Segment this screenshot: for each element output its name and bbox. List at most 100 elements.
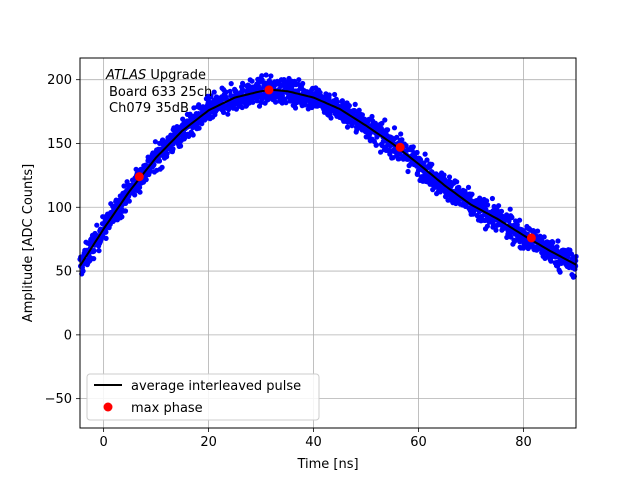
sample-point — [508, 234, 514, 240]
sample-point — [385, 127, 391, 133]
sample-point — [273, 99, 279, 105]
sample-point — [496, 203, 502, 209]
sample-point — [352, 101, 358, 107]
x-axis-label: Time [ns] — [296, 457, 358, 472]
sample-point — [300, 80, 306, 87]
max-phase-point — [395, 142, 405, 152]
sample-point — [80, 268, 86, 274]
legend-dot-swatch — [103, 402, 113, 412]
sample-point — [211, 89, 217, 95]
max-phase-point — [526, 233, 536, 243]
legend: average interleaved pulse max phase — [86, 373, 320, 421]
sample-point — [96, 248, 102, 254]
sample-point — [186, 133, 192, 139]
sample-point — [465, 184, 472, 190]
plot-frame — [79, 57, 577, 429]
sample-point — [405, 168, 411, 175]
sample-point — [132, 192, 138, 198]
sample-point — [454, 179, 460, 185]
sample-point — [498, 208, 505, 214]
sample-point — [489, 195, 495, 202]
sample-point — [382, 117, 388, 123]
sample-point — [103, 235, 109, 241]
sample-point — [123, 200, 129, 206]
sample-point — [137, 189, 143, 195]
sample-point — [424, 157, 430, 163]
sample-point — [541, 234, 547, 240]
sample-point — [225, 111, 231, 117]
annotation-line-1: ATLAS Upgrade — [105, 68, 206, 83]
sample-point — [378, 149, 384, 155]
sample-point — [485, 202, 491, 208]
x-axis-ticks: 0 20 40 60 80 — [99, 428, 532, 450]
sample-point — [422, 151, 428, 157]
sample-point — [373, 142, 379, 148]
sample-point — [199, 121, 205, 127]
sample-point — [429, 161, 435, 167]
average-pulse-line — [79, 88, 577, 267]
x-tick-label: 80 — [515, 435, 532, 450]
y-tick-label: 100 — [47, 201, 72, 216]
sample-point — [250, 99, 256, 105]
sample-point — [509, 214, 515, 221]
sample-point — [103, 229, 109, 235]
sample-point — [417, 157, 424, 163]
sample-point — [119, 214, 125, 220]
sample-point — [456, 184, 462, 190]
sample-point — [506, 218, 512, 224]
sample-point — [441, 172, 447, 178]
sample-point — [180, 116, 186, 122]
sample-point — [147, 168, 153, 174]
annotation-line-3: Ch079 35dB — [109, 101, 189, 116]
sample-point — [143, 177, 149, 183]
x-tick-label: 40 — [305, 435, 322, 450]
sample-point — [152, 139, 158, 145]
grid-lines — [80, 58, 576, 428]
sample-point — [208, 93, 214, 99]
sample-point — [259, 73, 265, 79]
sample-point — [346, 103, 352, 109]
sample-point — [535, 228, 541, 234]
sample-point — [240, 82, 246, 88]
sample-point — [283, 100, 289, 106]
sample-point — [122, 208, 129, 214]
y-tick-label: 50 — [55, 265, 72, 280]
sample-point — [359, 112, 365, 118]
sample-point — [469, 191, 475, 197]
sample-point — [227, 88, 233, 94]
sample-point — [292, 105, 299, 111]
max-phase-point — [264, 85, 274, 95]
max-phase-point — [134, 172, 144, 182]
sample-point — [349, 123, 355, 129]
legend-label-average-pulse: average interleaved pulse — [131, 379, 301, 394]
legend-box — [86, 373, 320, 421]
sample-point — [399, 137, 405, 143]
sample-point — [550, 239, 556, 246]
legend-label-max-phase: max phase — [131, 401, 203, 416]
annotation-upgrade: Upgrade — [146, 68, 206, 83]
sample-point — [91, 256, 97, 262]
sample-point — [555, 263, 561, 269]
sample-point — [356, 107, 362, 113]
sample-point — [507, 206, 513, 212]
sample-point — [178, 143, 184, 149]
sample-point — [484, 223, 490, 229]
sample-point — [391, 125, 398, 131]
sample-point — [223, 89, 229, 95]
sample-point — [394, 134, 400, 140]
y-tick-label: 200 — [47, 73, 72, 88]
sample-point — [268, 73, 274, 79]
sample-point — [328, 115, 334, 121]
sample-point — [517, 217, 523, 223]
sample-point — [511, 238, 518, 245]
sample-point — [491, 203, 497, 210]
y-tick-label: 150 — [47, 137, 72, 152]
average-pulse-line-group — [79, 88, 577, 267]
sample-point — [484, 198, 490, 204]
sample-point — [228, 81, 234, 87]
sample-point — [493, 227, 499, 233]
sample-point — [387, 151, 393, 157]
sample-point — [94, 222, 100, 228]
max-phase-points — [134, 85, 536, 243]
sample-point — [170, 146, 176, 152]
